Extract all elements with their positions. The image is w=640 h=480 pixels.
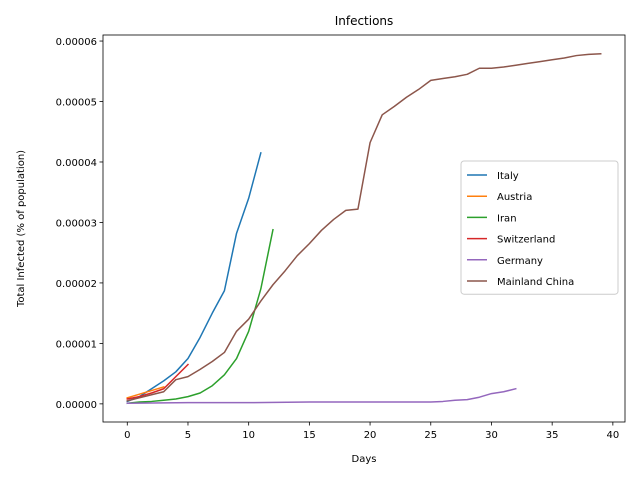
series-line-germany bbox=[126, 387, 517, 405]
series-line-switzerland bbox=[126, 363, 190, 400]
x-tick-label: 15 bbox=[303, 430, 316, 441]
axes-layer: 0 5 10 15 20 25 30 35 40 0.00000 0.00001 0.00002 0.0… bbox=[56, 34, 626, 441]
y-tick-label: 0.00000 bbox=[56, 400, 97, 411]
legend-label: Mainland China bbox=[497, 277, 574, 288]
legend-label: Iran bbox=[497, 213, 517, 224]
y-tick-label: 0.00003 bbox=[56, 218, 97, 229]
y-axis-label: Total Infected (% of population) bbox=[16, 150, 27, 308]
x-tick-label: 5 bbox=[185, 430, 191, 441]
legend-label: Italy bbox=[497, 171, 519, 182]
x-tick-label: 0 bbox=[124, 430, 130, 441]
y-tick-label: 0.00004 bbox=[56, 158, 97, 169]
x-tick-label: 10 bbox=[242, 430, 255, 441]
legend: Italy Austria Iran Switzerland Germany Mainla… bbox=[460, 160, 619, 295]
x-tick-label: 20 bbox=[364, 430, 377, 441]
series-line-italy bbox=[126, 151, 262, 403]
x-tick-label: 35 bbox=[546, 430, 559, 441]
legend-label: Switzerland bbox=[497, 235, 555, 246]
y-tick-label: 0.00006 bbox=[56, 37, 97, 48]
legend-label: Germany bbox=[497, 256, 543, 267]
y-tick-label: 0.00002 bbox=[56, 279, 97, 290]
axes-frame bbox=[102, 34, 626, 423]
x-axis-label: Days bbox=[352, 454, 377, 465]
legend-label: Austria bbox=[497, 192, 532, 203]
series-line-iran bbox=[126, 228, 274, 405]
series-line-mainland-china bbox=[126, 52, 602, 402]
legend-box bbox=[460, 160, 619, 295]
chart-title: Infections bbox=[335, 14, 394, 28]
x-tick-label: 25 bbox=[424, 430, 437, 441]
x-tick-label: 30 bbox=[485, 430, 498, 441]
y-tick-label: 0.00005 bbox=[56, 98, 97, 109]
x-tick-label: 40 bbox=[606, 430, 619, 441]
y-tick-label: 0.00001 bbox=[56, 339, 97, 350]
series-line-austria bbox=[126, 385, 165, 399]
series-layer bbox=[126, 52, 602, 405]
